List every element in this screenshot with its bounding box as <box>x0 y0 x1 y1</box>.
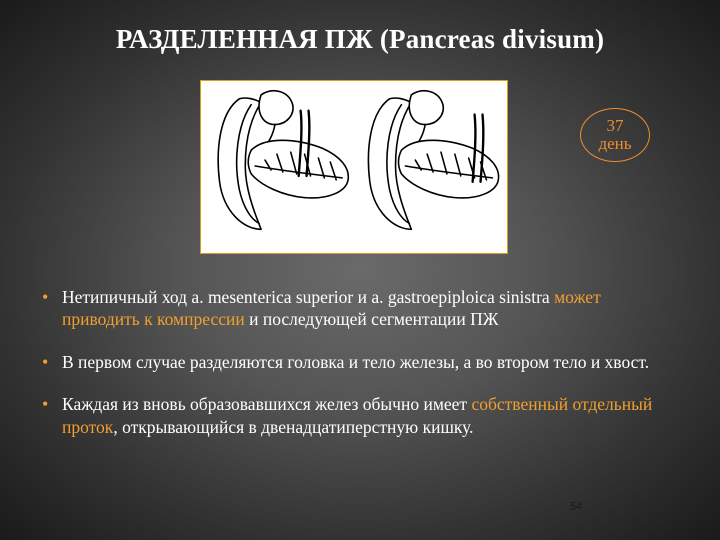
body-text: Каждая из вновь образовавшихся желез обы… <box>62 394 471 414</box>
day-badge: 37 день <box>580 108 650 162</box>
body-text: , открывающийся в двенадцатиперстную киш… <box>113 417 473 437</box>
list-item: В первом случае разделяются головка и те… <box>40 351 680 373</box>
bullet-list: Нетипичный ход a. mesenterica superior и… <box>40 286 680 458</box>
slide: РАЗДЕЛЕННАЯ ПЖ (Pancreas divisum) <box>0 0 720 540</box>
slide-title: РАЗДЕЛЕННАЯ ПЖ (Pancreas divisum) <box>40 24 680 55</box>
body-text: В первом случае разделяются головка и те… <box>62 352 649 372</box>
anatomy-figure <box>200 80 508 254</box>
body-text: Нетипичный ход a. mesenterica superior и… <box>62 287 554 307</box>
page-number: 54 <box>570 500 582 514</box>
body-text: и последующей сегментации ПЖ <box>249 309 498 329</box>
pancreas-divisum-illustration <box>201 81 507 253</box>
list-item: Каждая из вновь образовавшихся желез обы… <box>40 393 680 438</box>
list-item: Нетипичный ход a. mesenterica superior и… <box>40 286 680 331</box>
badge-label: день <box>598 135 631 153</box>
badge-number: 37 <box>607 117 624 135</box>
